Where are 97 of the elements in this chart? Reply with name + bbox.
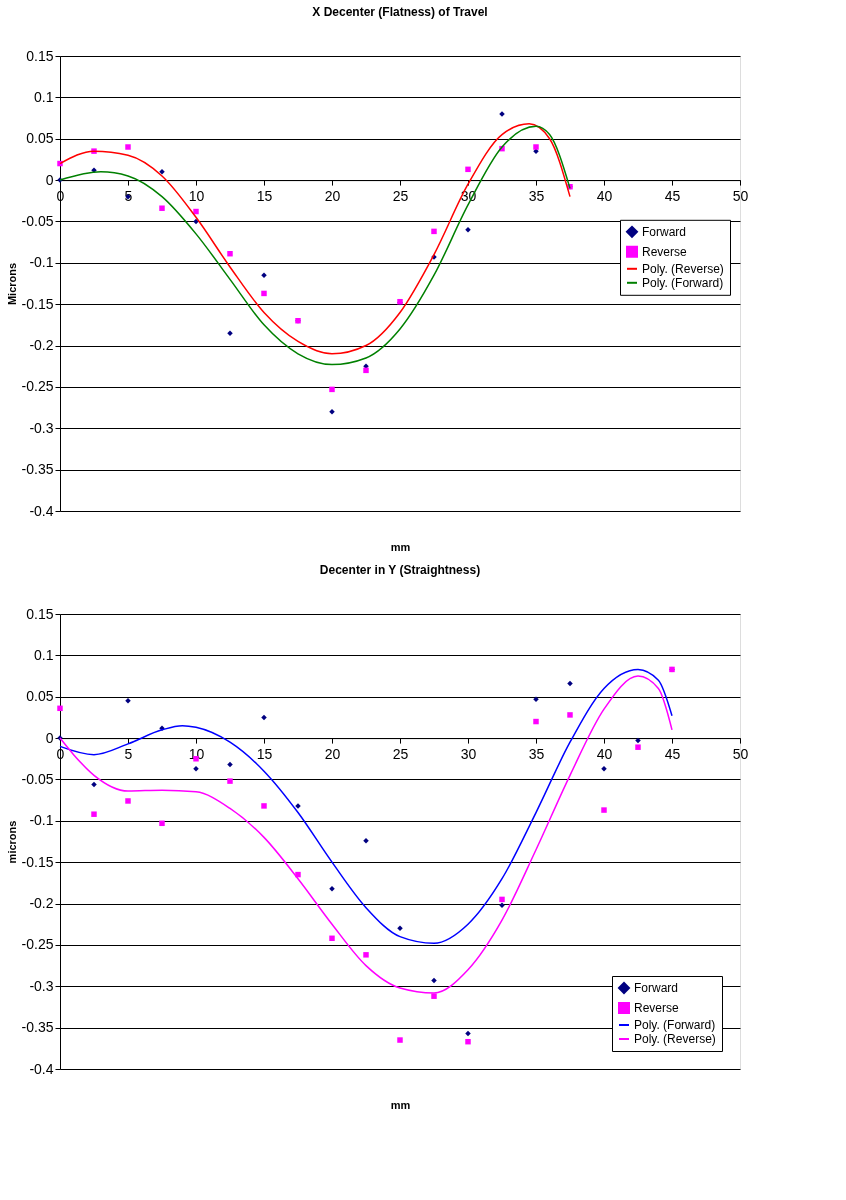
y-tick-label: -0.15 <box>21 853 54 870</box>
point <box>567 712 573 718</box>
y-tick-label: -0.3 <box>29 977 54 994</box>
point <box>363 837 369 844</box>
x-tick-label: 10 <box>188 187 205 204</box>
point <box>601 807 607 813</box>
point <box>227 778 233 784</box>
point <box>431 993 437 999</box>
y-tick-label: -0.05 <box>21 212 54 229</box>
y-tick-label: -0.15 <box>21 295 54 312</box>
y-tick-label: -0.1 <box>29 254 54 271</box>
point <box>635 737 641 744</box>
point <box>431 977 437 984</box>
point <box>397 1037 403 1043</box>
y-tick-label: -0.1 <box>29 812 54 829</box>
y-tick-label: -0.25 <box>21 378 54 395</box>
point <box>465 166 471 173</box>
point <box>431 228 437 235</box>
y-axis-title: microns <box>5 820 18 864</box>
point <box>465 1038 471 1045</box>
legend-label: Reverse <box>642 244 688 259</box>
point <box>261 714 267 721</box>
point <box>397 925 403 932</box>
point <box>91 811 97 817</box>
chart-title: Decenter in Y (Straightness) <box>319 563 481 577</box>
point <box>227 250 233 257</box>
point <box>329 386 335 393</box>
point <box>193 208 199 215</box>
legend-label: Poly. (Forward) <box>634 1018 716 1032</box>
point <box>329 885 335 892</box>
x-tick-label: 25 <box>392 187 409 204</box>
x-tick-label: 45 <box>664 187 681 204</box>
x-tick-label: 15 <box>256 187 273 204</box>
y-tick-label: -0.4 <box>29 502 54 519</box>
y-tick-label: 0.1 <box>34 88 54 105</box>
x-tick-label: 35 <box>528 745 545 762</box>
x-axis-title: mm <box>390 1098 411 1111</box>
x-tick-label: 40 <box>596 745 613 762</box>
point <box>193 765 199 772</box>
point <box>363 952 369 958</box>
y-tick-label: 0 <box>45 171 54 188</box>
y-tick-label: -0.2 <box>29 337 54 354</box>
point <box>465 226 471 233</box>
point <box>91 781 97 788</box>
chart-title: X Decenter (Flatness) of Travel <box>312 5 488 19</box>
y-tick-label: 0.05 <box>26 130 54 147</box>
point <box>363 367 369 374</box>
point <box>125 798 131 804</box>
point <box>261 290 267 297</box>
y-tick-label: 0.1 <box>34 646 54 663</box>
point <box>329 408 335 415</box>
y-tick-label: -0.3 <box>29 419 54 436</box>
y-tick-label: 0.05 <box>26 688 54 705</box>
point <box>261 803 267 809</box>
x-tick-label: 20 <box>324 745 341 762</box>
y-tick-label: -0.4 <box>29 1060 54 1077</box>
legend-label: Poly. (Reverse) <box>634 1032 716 1046</box>
y-tick-label: 0 <box>45 729 54 746</box>
x-tick-label: 45 <box>664 745 681 762</box>
point <box>159 205 165 211</box>
y-tick-label: -0.35 <box>21 1019 54 1036</box>
x-tick-label: 35 <box>528 187 545 204</box>
legend-label: Forward <box>642 224 687 239</box>
y-tick-label: -0.35 <box>21 461 54 478</box>
point <box>601 765 607 772</box>
point <box>57 705 63 712</box>
y-axis-title: Microns <box>5 262 18 306</box>
point <box>635 744 641 750</box>
point <box>499 896 505 903</box>
point <box>125 144 131 150</box>
x-tick-label: 50 <box>732 187 749 204</box>
x-tick-label: 5 <box>124 745 133 762</box>
y-tick-label: 0.15 <box>26 605 54 622</box>
x-tick-label: 15 <box>256 745 273 762</box>
legend-label: Reverse <box>634 1001 680 1015</box>
legend-label: Poly. (Reverse) <box>642 261 724 276</box>
point <box>227 761 233 768</box>
x-tick-label: 5 <box>124 187 133 204</box>
point <box>329 935 335 942</box>
x-axis-title: mm <box>390 540 411 553</box>
point <box>465 1030 471 1037</box>
x-tick-label: 50 <box>732 745 749 762</box>
y-tick-label: 0.15 <box>26 47 54 64</box>
point <box>533 718 539 725</box>
point <box>533 144 539 150</box>
point <box>159 820 165 827</box>
y-tick-label: -0.05 <box>21 770 54 787</box>
y-tick-label: -0.2 <box>29 895 54 912</box>
x-tick-label: 30 <box>460 745 477 762</box>
x-tick-label: 10 <box>188 745 205 762</box>
y-tick-label: -0.25 <box>21 936 54 953</box>
point <box>567 680 573 687</box>
x-tick-label: 25 <box>392 745 409 762</box>
x-tick-label: 20 <box>324 187 341 204</box>
x-tick-label: 40 <box>596 187 613 204</box>
legend-label: Poly. (Forward) <box>642 275 724 290</box>
legend-label: Forward <box>634 981 679 995</box>
